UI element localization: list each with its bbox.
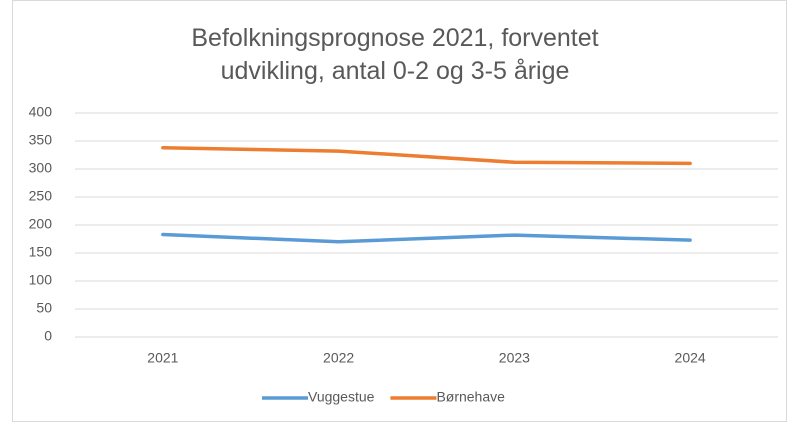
chart-border <box>12 0 787 422</box>
y-tick-label: 0 <box>44 328 52 344</box>
y-tick-label: 200 <box>29 216 53 232</box>
series-line <box>161 232 692 244</box>
y-tick-label: 300 <box>29 160 53 176</box>
x-tick-label: 2021 <box>147 350 178 366</box>
legend-label: Børnehave <box>436 389 505 405</box>
x-tick-label: 2023 <box>499 350 530 366</box>
y-tick-label: 150 <box>29 244 53 260</box>
y-tick-label: 100 <box>29 272 53 288</box>
y-tick-label: 50 <box>36 300 52 316</box>
y-tick-label: 250 <box>29 188 53 204</box>
chart-title: Befolkningsprognose 2021, forventet udvi… <box>191 24 599 85</box>
legend-label: Vuggestue <box>308 389 375 405</box>
y-tick-label: 400 <box>29 104 53 120</box>
x-tick-label: 2022 <box>323 350 354 366</box>
x-tick-label: 2024 <box>675 350 706 366</box>
y-tick-label: 350 <box>29 132 53 148</box>
series-line <box>161 145 692 166</box>
